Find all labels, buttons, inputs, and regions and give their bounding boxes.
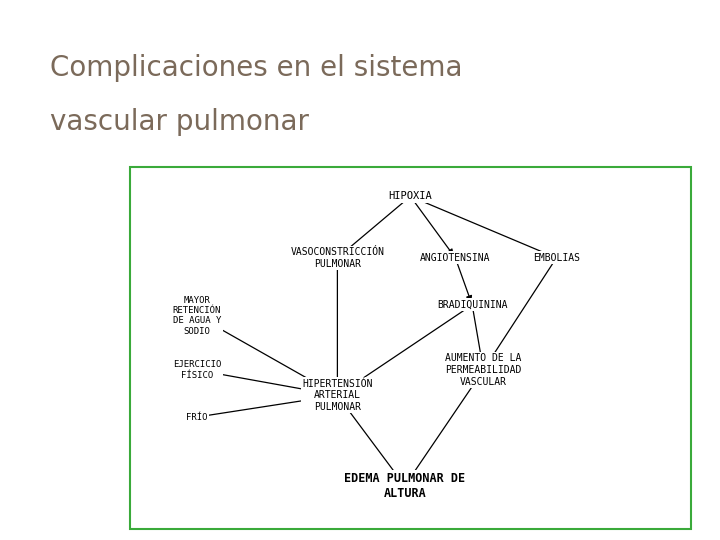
Text: vascular pulmonar: vascular pulmonar: [50, 107, 310, 136]
Text: ANGIOTENSINA: ANGIOTENSINA: [420, 253, 490, 263]
Text: AUMENTO DE LA
PERMEABILIDAD
VASCULAR: AUMENTO DE LA PERMEABILIDAD VASCULAR: [445, 353, 521, 387]
Text: MAYOR
RETENCIÓN
DE AGUA Y
SODIO: MAYOR RETENCIÓN DE AGUA Y SODIO: [173, 295, 221, 336]
Text: BRADIQUININA: BRADIQUININA: [437, 300, 508, 310]
Text: EMBOLIAS: EMBOLIAS: [533, 253, 580, 263]
Text: EJERCICIO
FÍSICO: EJERCICIO FÍSICO: [173, 360, 221, 380]
Text: EDEMA PULMONAR DE
ALTURA: EDEMA PULMONAR DE ALTURA: [344, 472, 465, 500]
Text: HIPERTENSIÓN
ARTERIAL
PULMONAR: HIPERTENSIÓN ARTERIAL PULMONAR: [302, 379, 373, 412]
Text: FRÍO: FRÍO: [186, 413, 208, 422]
Text: Complicaciones en el sistema: Complicaciones en el sistema: [50, 53, 463, 82]
Text: HIPOXIA: HIPOXIA: [389, 191, 432, 201]
Text: VASOCONSTRICCIÓN
PULMONAR: VASOCONSTRICCIÓN PULMONAR: [290, 247, 384, 268]
